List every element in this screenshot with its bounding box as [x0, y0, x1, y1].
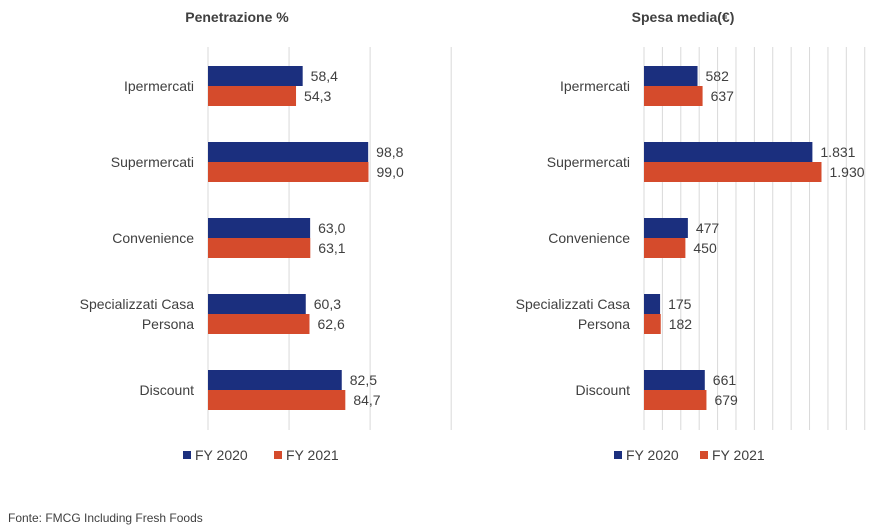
- bar-fy2021: [644, 314, 661, 334]
- legend-swatch: [700, 451, 708, 459]
- bar-fy2021: [208, 390, 346, 410]
- data-label: 63,1: [318, 240, 345, 256]
- data-label: 661: [713, 372, 737, 388]
- chart-title: Penetrazione %: [185, 9, 289, 25]
- category-label: Discount: [140, 382, 195, 398]
- chart-panel-2: Spesa media(€) Ipermercati 582 637 Supermerc…: [516, 9, 866, 463]
- data-label: 679: [714, 392, 738, 408]
- bar-fy2020: [644, 66, 698, 86]
- data-label: 58,4: [311, 68, 338, 84]
- bar-fy2020: [208, 66, 303, 86]
- bar-fy2021: [644, 238, 686, 258]
- category-label: Ipermercati: [560, 78, 630, 94]
- category-label: Convenience: [548, 230, 630, 246]
- category-label: Ipermercati: [124, 78, 194, 94]
- legend-label: FY 2021: [286, 447, 339, 463]
- data-label: 175: [668, 296, 692, 312]
- legend-label: FY 2020: [626, 447, 679, 463]
- bar-fy2021: [208, 238, 311, 258]
- data-label: 1.831: [820, 144, 855, 160]
- bar-fy2021: [208, 86, 297, 106]
- bar-fy2020: [644, 142, 813, 162]
- legend-label: FY 2020: [195, 447, 248, 463]
- data-label: 582: [706, 68, 730, 84]
- source-note: Fonte: FMCG Including Fresh Foods: [8, 511, 203, 525]
- bar-fy2020: [644, 218, 688, 238]
- data-label: 82,5: [350, 372, 377, 388]
- category-label: Discount: [576, 382, 631, 398]
- bar-fy2020: [208, 218, 311, 238]
- bar-fy2020: [208, 370, 342, 390]
- data-label: 62,6: [317, 316, 344, 332]
- bar-fy2021: [644, 86, 703, 106]
- bar-fy2020: [208, 294, 306, 314]
- chart-panel-1: Penetrazione % Ipermercati 58,4 54,3 Superme…: [80, 9, 452, 463]
- data-label: 54,3: [304, 88, 331, 104]
- category-label: Persona: [142, 316, 194, 332]
- data-label: 450: [693, 240, 717, 256]
- category-label: Persona: [578, 316, 630, 332]
- data-label: 84,7: [353, 392, 380, 408]
- bar-fy2021: [208, 314, 310, 334]
- data-label: 1.930: [830, 164, 865, 180]
- data-label: 637: [711, 88, 735, 104]
- category-label: Supermercati: [547, 154, 630, 170]
- data-label: 60,3: [314, 296, 341, 312]
- category-label: Specializzati Casa: [516, 296, 631, 312]
- category-label: Specializzati Casa: [80, 296, 195, 312]
- data-label: 99,0: [377, 164, 404, 180]
- chart-title: Spesa media(€): [632, 9, 735, 25]
- legend-swatch: [183, 451, 191, 459]
- bar-fy2020: [208, 142, 369, 162]
- legend-swatch: [614, 451, 622, 459]
- bar-fy2021: [644, 390, 707, 410]
- bar-fy2021: [208, 162, 369, 182]
- category-label: Supermercati: [111, 154, 194, 170]
- category-label: Convenience: [112, 230, 194, 246]
- data-label: 477: [696, 220, 720, 236]
- legend-swatch: [274, 451, 282, 459]
- bar-fy2020: [644, 370, 705, 390]
- legend-label: FY 2021: [712, 447, 765, 463]
- bar-fy2020: [644, 294, 661, 314]
- data-label: 98,8: [376, 144, 403, 160]
- bar-fy2021: [644, 162, 822, 182]
- data-label: 182: [669, 316, 693, 332]
- data-label: 63,0: [318, 220, 345, 236]
